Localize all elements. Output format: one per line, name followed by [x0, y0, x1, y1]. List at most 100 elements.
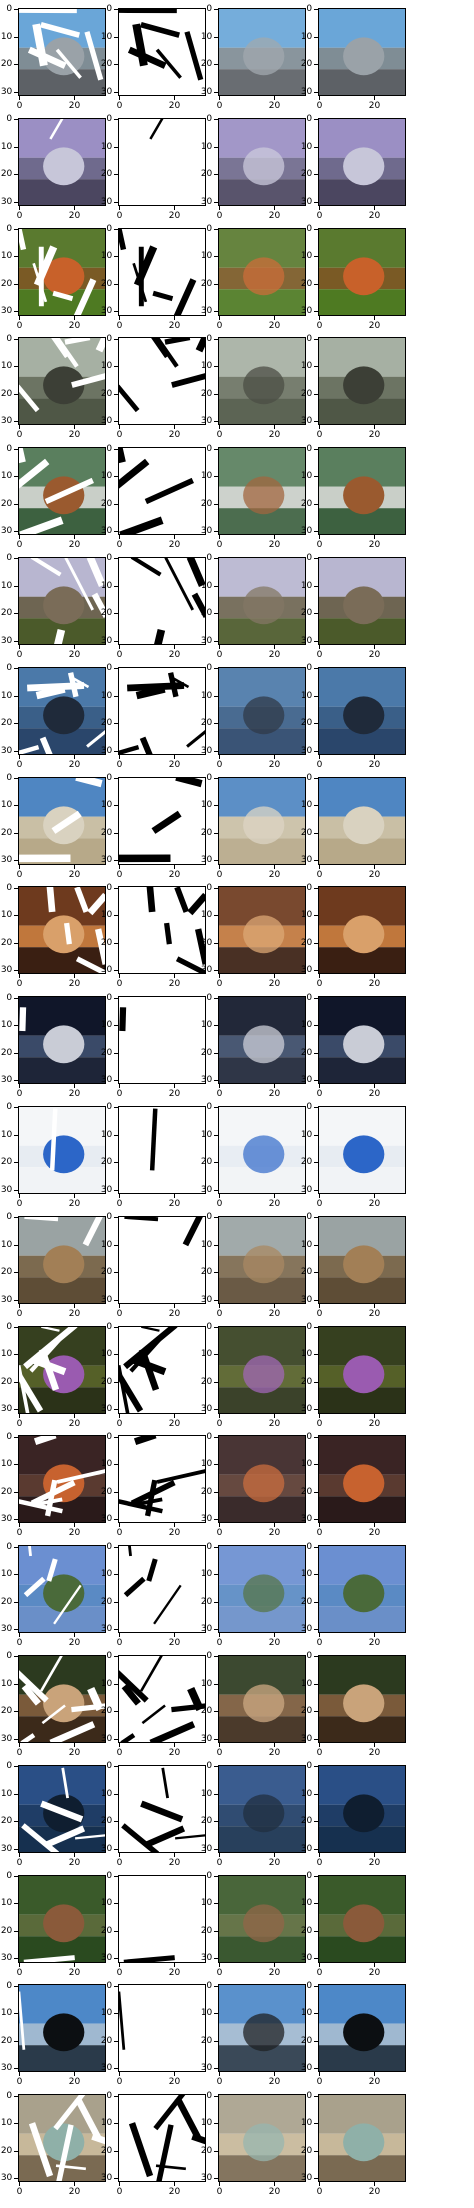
- masked-input-image: [18, 666, 106, 755]
- x-tick-label: 20: [368, 1418, 381, 1429]
- y-tick: [214, 476, 218, 478]
- x-tick-label: 0: [316, 1748, 323, 1758]
- y-tick: [314, 64, 318, 66]
- y-tick: [114, 1217, 118, 1219]
- y-tick: [14, 1491, 18, 1493]
- y-tick: [314, 1464, 318, 1466]
- original-image: [318, 666, 406, 755]
- scene-subject: [43, 2013, 85, 2052]
- x-tick-label: 0: [316, 430, 323, 441]
- scene-subject: [43, 1025, 85, 1064]
- y-tick: [214, 1656, 218, 1658]
- x-tick: [219, 535, 221, 540]
- x-tick-label: 0: [16, 1967, 23, 1978]
- x-tick-label: 0: [116, 1528, 123, 1539]
- blur-veil: [219, 118, 305, 205]
- masked-region: [87, 1686, 104, 1712]
- x-tick-label: 0: [16, 650, 23, 660]
- y-tick: [14, 1436, 18, 1438]
- mask-background: [119, 228, 205, 315]
- scene-subject: [243, 586, 285, 625]
- x-tick-label: 0: [116, 1089, 123, 1100]
- y-tick: [114, 283, 118, 285]
- x-tick: [219, 2072, 221, 2077]
- y-tick: [314, 146, 318, 148]
- y-tick: [14, 1080, 18, 1082]
- mask-stroke: [151, 338, 170, 359]
- x-tick-label: 20: [268, 430, 281, 441]
- x-tick-label: 0: [316, 759, 323, 770]
- x-tick: [274, 1303, 276, 1308]
- y-tick: [114, 201, 118, 203]
- y-tick: [14, 64, 18, 66]
- y-tick: [114, 448, 118, 450]
- x-tick-label: 20: [268, 1418, 281, 1429]
- masked-input-image: [18, 886, 106, 975]
- masked-region: [19, 516, 64, 535]
- y-tick: [314, 448, 318, 450]
- y-tick: [314, 832, 318, 834]
- x-tick: [119, 1303, 121, 1308]
- y-tick: [14, 201, 18, 203]
- x-tick-label: 20: [68, 2187, 81, 2198]
- x-tick-label: 0: [16, 1638, 23, 1649]
- masked-region: [51, 338, 70, 359]
- x-tick: [319, 96, 321, 100]
- scene-subject: [343, 1574, 385, 1613]
- y-tick: [214, 2040, 218, 2042]
- scene-subject: [343, 2013, 385, 2052]
- x-tick: [374, 754, 376, 759]
- y-tick: [114, 2040, 118, 2042]
- x-tick-label: 0: [316, 869, 323, 880]
- x-tick-label: 0: [216, 320, 223, 331]
- y-tick: [314, 1848, 318, 1850]
- x-tick-label: 0: [16, 540, 23, 551]
- x-tick: [174, 1413, 176, 1418]
- mask-stroke: [119, 385, 140, 413]
- y-tick: [14, 1629, 18, 1631]
- x-tick: [119, 1852, 121, 1857]
- y-tick: [314, 9, 318, 11]
- masked-region: [33, 1436, 57, 1446]
- x-tick-label: 20: [68, 2077, 81, 2088]
- y-tick: [114, 311, 118, 313]
- x-tick-label: 0: [16, 1748, 23, 1758]
- scene-subject: [343, 1025, 385, 1064]
- masked-region: [46, 1558, 58, 1582]
- x-tick: [219, 1743, 221, 1747]
- mask-stroke: [128, 1546, 132, 1557]
- x-tick: [174, 1962, 176, 1967]
- mask-stroke: [135, 685, 166, 700]
- x-tick: [119, 1743, 121, 1747]
- mask-stroke: [155, 48, 182, 79]
- blur-veil: [219, 887, 305, 974]
- y-tick: [314, 2095, 318, 2097]
- mask-image: [118, 1215, 206, 1304]
- x-tick: [374, 535, 376, 540]
- mask-stroke: [140, 22, 180, 38]
- x-tick-label: 0: [216, 430, 223, 441]
- x-tick: [274, 1852, 276, 1857]
- mask-stroke: [141, 1326, 160, 1332]
- y-tick: [214, 1217, 218, 1219]
- x-tick: [119, 2072, 121, 2077]
- original-image: [318, 776, 406, 865]
- x-tick: [319, 2072, 321, 2077]
- mask-stroke: [119, 1007, 127, 1032]
- x-tick-label: 0: [116, 430, 123, 441]
- x-tick-label: 0: [16, 1089, 23, 1100]
- masked-region: [29, 1338, 61, 1373]
- x-tick: [174, 1633, 176, 1638]
- y-tick: [14, 750, 18, 752]
- x-tick: [174, 645, 176, 649]
- x-tick-label: 0: [316, 1967, 323, 1978]
- y-tick: [214, 1052, 218, 1054]
- masked-region: [86, 558, 105, 588]
- x-tick-label: 20: [268, 320, 281, 331]
- x-tick-label: 20: [268, 1089, 281, 1100]
- mask-stroke: [130, 1480, 176, 1507]
- scene-subject: [43, 366, 85, 405]
- y-tick: [14, 640, 18, 642]
- y-tick: [214, 2178, 218, 2180]
- y-tick: [14, 1464, 18, 1466]
